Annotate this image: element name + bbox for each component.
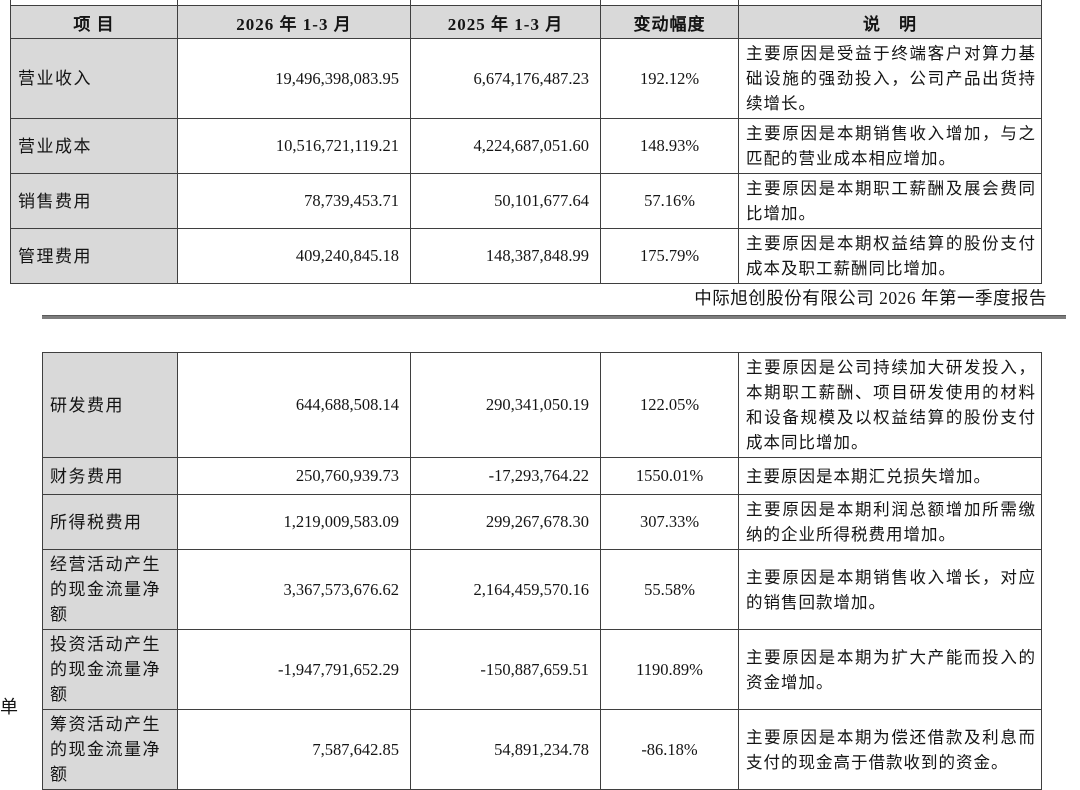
explanation-text: 主要原因是公司持续加大研发投入，本期职工薪酬、项目研发使用的材料和设备规模及以权… (738, 352, 1042, 458)
report-page-header: 中际旭创股份有限公司 2026 年第一季度报告 (694, 288, 1047, 308)
explanation-text: 主要原因是本期利润总额增加所需缴纳的企业所得税费用增加。 (738, 494, 1042, 550)
value-2025: 299,267,678.30 (410, 494, 601, 550)
partial-row (10, 0, 1042, 6)
row-item-label: 营业成本 (10, 118, 178, 174)
row-item-label: 所得税费用 (42, 494, 178, 550)
value-2025: -17,293,764.22 (410, 457, 601, 495)
explanation-text: 主要原因是本期为偿还借款及利息而支付的现金高于借款收到的资金。 (738, 709, 1042, 790)
value-2025: 54,891,234.78 (410, 709, 601, 790)
change-percent: 192.12% (600, 38, 739, 119)
value-2026: 7,587,642.85 (177, 709, 411, 790)
change-percent: 1190.89% (600, 629, 739, 710)
row-item-label: 管理费用 (10, 228, 178, 284)
value-2026: 250,760,939.73 (177, 457, 411, 495)
change-percent: 1550.01% (600, 457, 739, 495)
clipped-unit-label: 单 (0, 697, 18, 717)
explanation-text: 主要原因是本期职工薪酬及展会费同比增加。 (738, 173, 1042, 229)
value-2025: -150,887,659.51 (410, 629, 601, 710)
change-percent: -86.18% (600, 709, 739, 790)
table-row: 财务费用 250,760,939.73 -17,293,764.22 1550.01%… (42, 457, 1042, 495)
row-item-label: 销售费用 (10, 173, 178, 229)
row-item-label: 投资活动产生的现金流量净额 (42, 629, 178, 710)
value-2025: 6,674,176,487.23 (410, 38, 601, 119)
column-header-2026: 2026 年 1-3 月 (177, 5, 411, 39)
column-header-2025: 2025 年 1-3 月 (410, 5, 601, 39)
change-percent: 57.16% (600, 173, 739, 229)
column-header-item: 项 目 (10, 5, 178, 39)
table-row: 所得税费用 1,219,009,583.09 299,267,678.30 307.3… (42, 494, 1042, 550)
table-row: 经营活动产生的现金流量净额 3,367,573,676.62 2,164,459,5… (42, 549, 1042, 630)
value-2025: 50,101,677.64 (410, 173, 601, 229)
value-2026: 644,688,508.14 (177, 352, 411, 458)
value-2026: 3,367,573,676.62 (177, 549, 411, 630)
explanation-text: 主要原因是本期汇兑损失增加。 (738, 457, 1042, 495)
change-percent: 307.33% (600, 494, 739, 550)
table-row: 投资活动产生的现金流量净额 -1,947,791,652.29 -150,887,6… (42, 629, 1042, 710)
explanation-text: 主要原因是本期销售收入增加，与之匹配的营业成本相应增加。 (738, 118, 1042, 174)
column-header-explanation: 说 明 (738, 5, 1042, 39)
table-header-row: 项 目 2026 年 1-3 月 2025 年 1-3 月 变动幅度 说 明 (10, 5, 1042, 39)
explanation-text: 主要原因是本期权益结算的股份支付成本及职工薪酬同比增加。 (738, 228, 1042, 284)
column-header-change: 变动幅度 (600, 5, 739, 39)
table-row: 营业收入 19,496,398,083.95 6,674,176,487.23 192… (10, 38, 1042, 119)
change-percent: 55.58% (600, 549, 739, 630)
change-percent: 122.05% (600, 352, 739, 458)
value-2026: 1,219,009,583.09 (177, 494, 411, 550)
row-item-label: 研发费用 (42, 352, 178, 458)
change-percent: 175.79% (600, 228, 739, 284)
explanation-text: 主要原因是本期销售收入增长，对应的销售回款增加。 (738, 549, 1042, 630)
value-2026: 10,516,721,119.21 (177, 118, 411, 174)
explanation-text: 主要原因是受益于终端客户对算力基础设施的强劲投入，公司产品出货持续增长。 (738, 38, 1042, 119)
value-2025: 4,224,687,051.60 (410, 118, 601, 174)
table-row: 管理费用 409,240,845.18 148,387,848.99 175.79% 主… (10, 228, 1042, 284)
explanation-text: 主要原因是本期为扩大产能而投入的资金增加。 (738, 629, 1042, 710)
page-header-rule (42, 315, 1066, 319)
value-2025: 148,387,848.99 (410, 228, 601, 284)
row-item-label: 财务费用 (42, 457, 178, 495)
table-row: 营业成本 10,516,721,119.21 4,224,687,051.60 148… (10, 118, 1042, 174)
change-percent: 148.93% (600, 118, 739, 174)
row-item-label: 经营活动产生的现金流量净额 (42, 549, 178, 630)
financial-change-table-top: 项 目 2026 年 1-3 月 2025 年 1-3 月 变动幅度 说 明 营… (10, 0, 1042, 284)
value-2026: 409,240,845.18 (177, 228, 411, 284)
value-2025: 2,164,459,570.16 (410, 549, 601, 630)
value-2026: 19,496,398,083.95 (177, 38, 411, 119)
table-row: 研发费用 644,688,508.14 290,341,050.19 122.05% 主… (42, 352, 1042, 458)
row-item-label: 筹资活动产生的现金流量净额 (42, 709, 178, 790)
value-2025: 290,341,050.19 (410, 352, 601, 458)
financial-change-table-bottom: 研发费用 644,688,508.14 290,341,050.19 122.05% 主… (42, 352, 1042, 790)
value-2026: -1,947,791,652.29 (177, 629, 411, 710)
table-row: 销售费用 78,739,453.71 50,101,677.64 57.16% 主要原因… (10, 173, 1042, 229)
table-row: 筹资活动产生的现金流量净额 7,587,642.85 54,891,234.78 -8… (42, 709, 1042, 790)
row-item-label: 营业收入 (10, 38, 178, 119)
value-2026: 78,739,453.71 (177, 173, 411, 229)
